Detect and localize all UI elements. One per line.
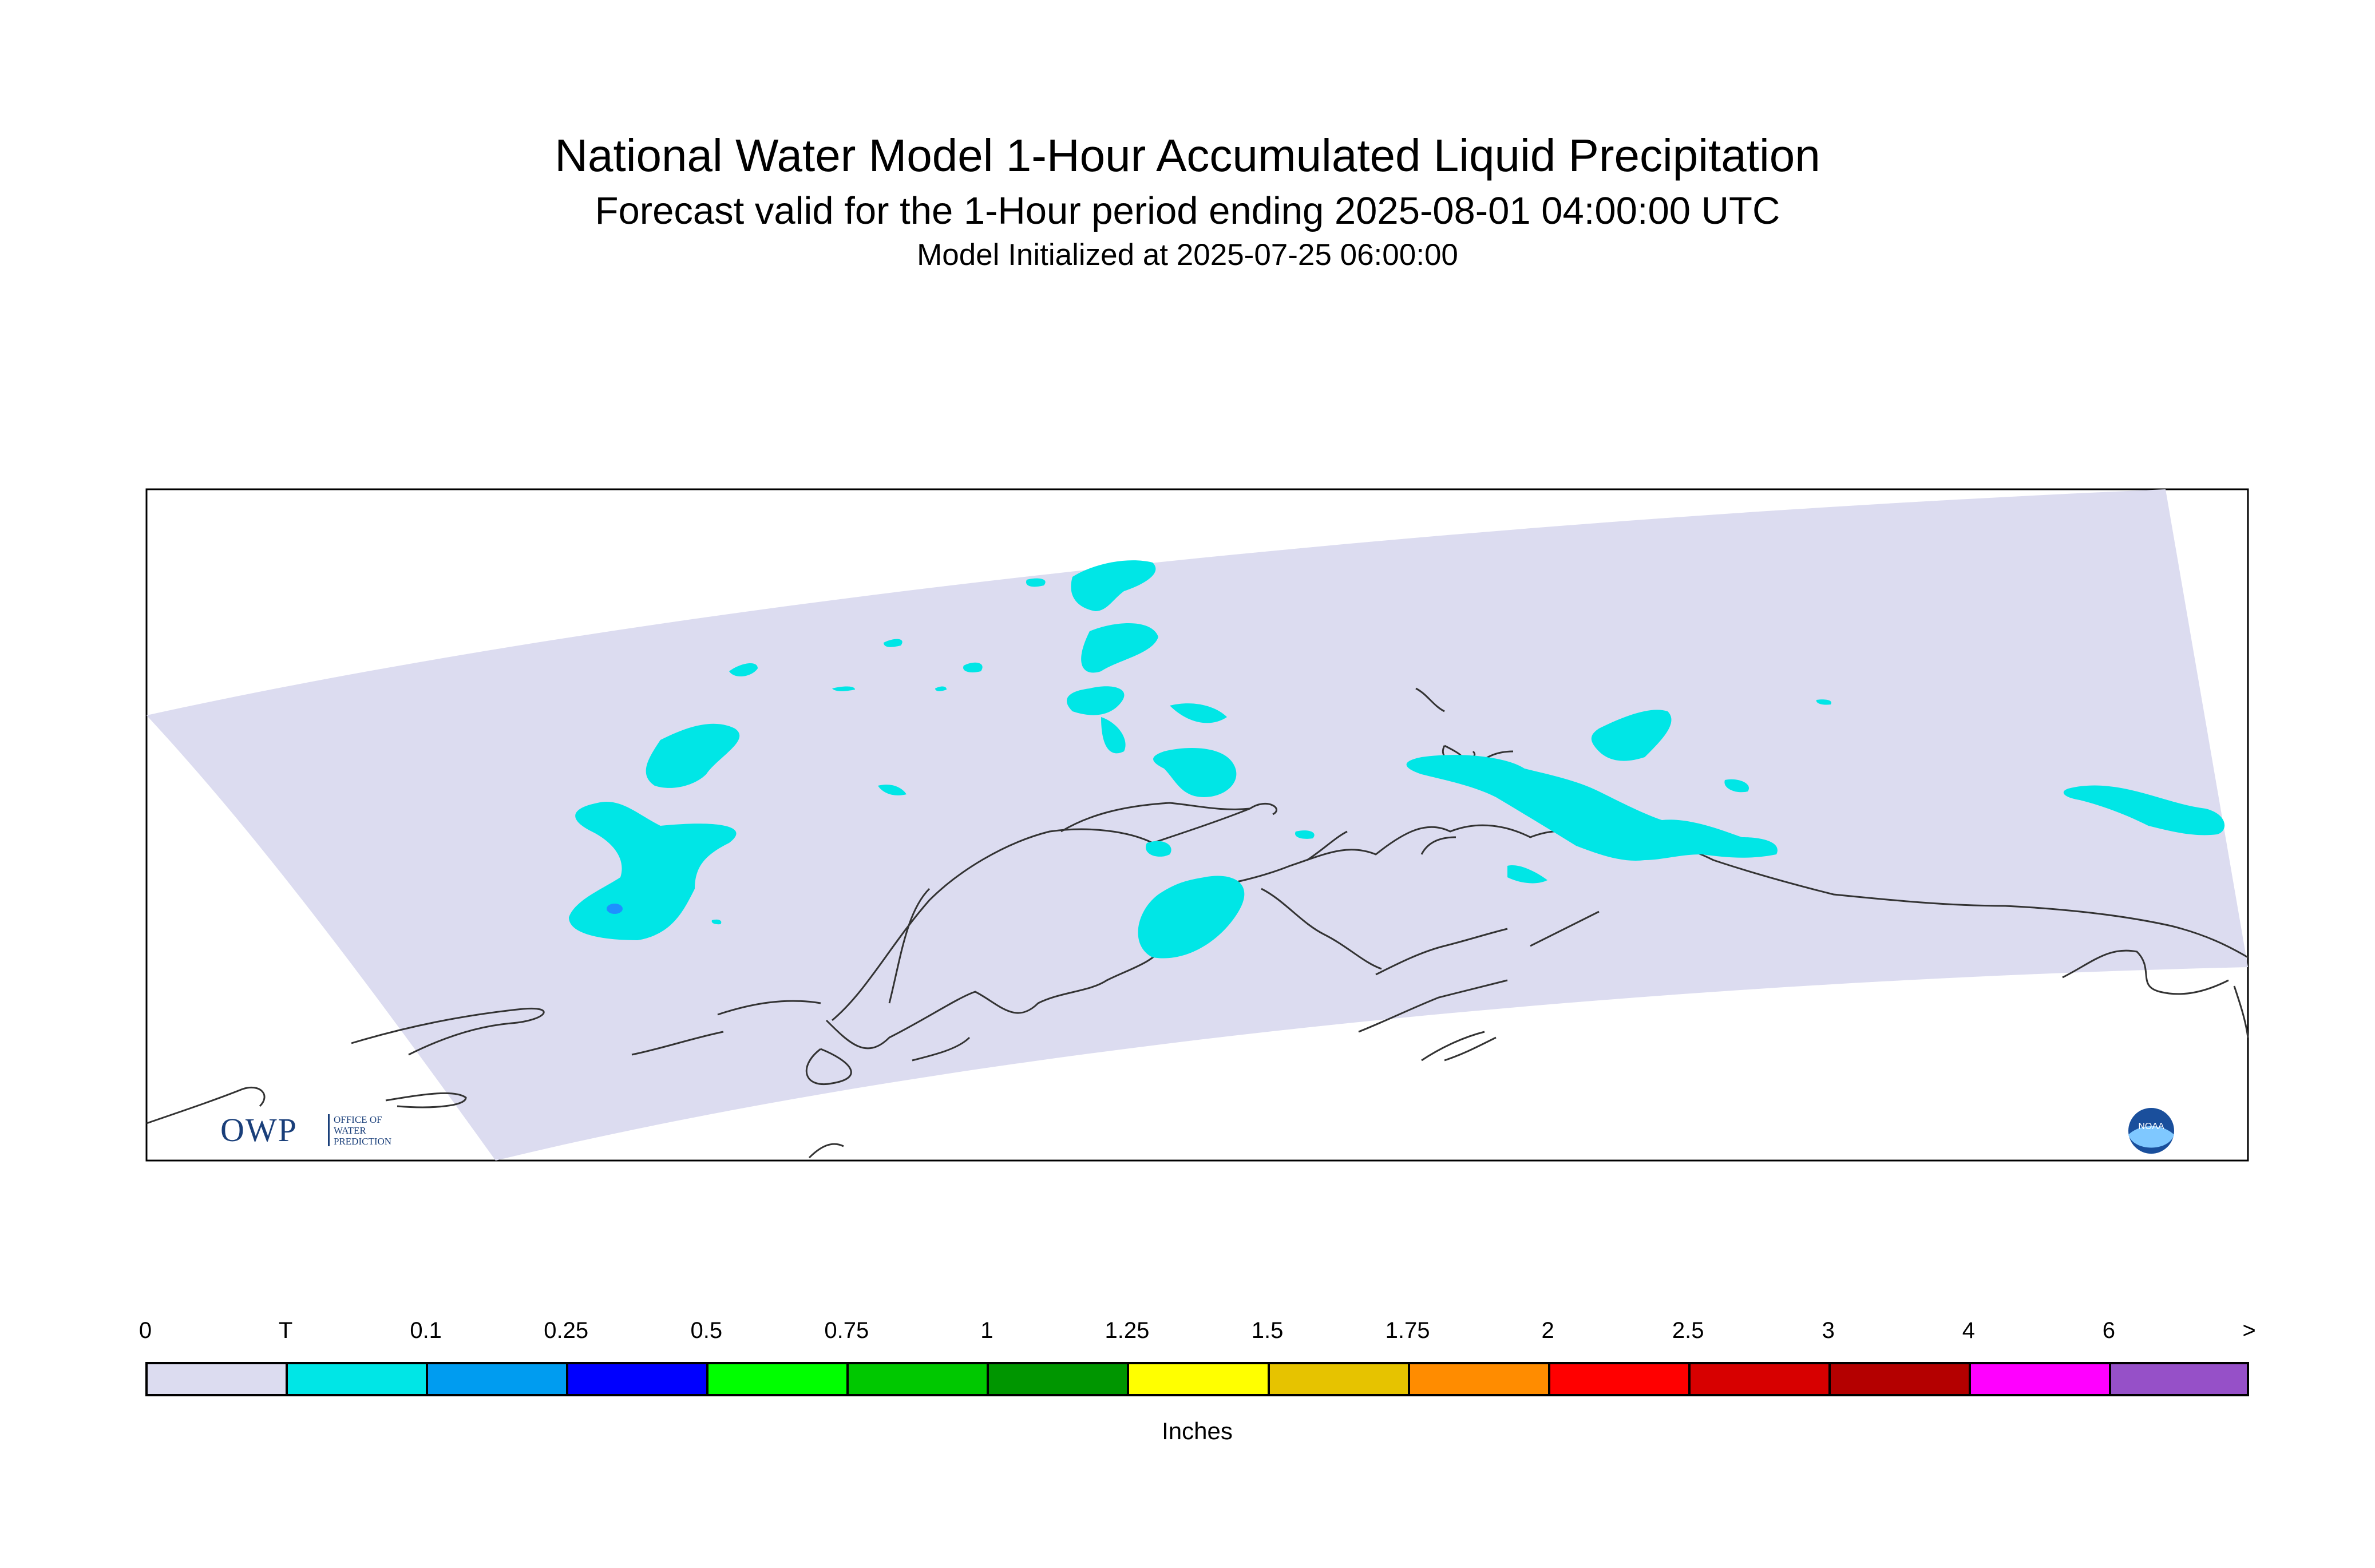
legend-tick-label: 6 (2102, 1318, 2116, 1343)
legend-tick-label: 0.5 (690, 1318, 723, 1343)
legend-swatch (1547, 1362, 1688, 1396)
legend-swatch (1407, 1362, 1548, 1396)
legend-swatch (566, 1362, 707, 1396)
subtitle-text: Forecast valid for the 1-Hour period end… (595, 189, 1780, 232)
owp-logo: OWP OFFICE OF WATER PREDICTION (220, 1113, 438, 1147)
legend-swatch (426, 1362, 567, 1396)
legend-colorbar (145, 1362, 2249, 1396)
legend-tick-label: 0.75 (824, 1318, 869, 1343)
title-text: National Water Model 1-Hour Accumulated … (555, 130, 1820, 181)
legend-tick-label: 1.25 (1105, 1318, 1150, 1343)
owp-line-2: WATER (334, 1125, 366, 1136)
legend-swatch (1267, 1362, 1408, 1396)
owp-line-3: PREDICTION (334, 1136, 392, 1147)
legend-swatch (846, 1362, 987, 1396)
owp-letters: OWP (220, 1111, 298, 1149)
legend-tick-label: 1 (980, 1318, 993, 1343)
precipitation-map: NOAA (145, 488, 2249, 1162)
legend-swatch (2108, 1362, 2249, 1396)
legend-tick-label: T (278, 1318, 293, 1343)
legend-tick-label: 2 (1541, 1318, 1554, 1343)
legend-tick-label: 0.25 (544, 1318, 589, 1343)
legend-tick-label: 2.5 (1672, 1318, 1704, 1343)
coastlines (146, 687, 2249, 1159)
legend-tick-label: 3 (1822, 1318, 1835, 1343)
legend-swatch (1688, 1362, 1828, 1396)
noaa-text: NOAA (2138, 1122, 2164, 1131)
legend-tick-label: 0 (138, 1318, 152, 1343)
legend-tick-label: 0.1 (410, 1318, 442, 1343)
legend-swatch (1828, 1362, 1969, 1396)
legend-tick-label: 1.5 (1251, 1318, 1284, 1343)
legend-tick-label: 4 (1962, 1318, 1975, 1343)
map-canvas: NOAA (145, 488, 2249, 1162)
legend-units: Inches (1162, 1417, 1233, 1444)
legend-swatch (706, 1362, 847, 1396)
legend-swatch (1127, 1362, 1268, 1396)
color-legend: 0 T 0.1 0.25 0.5 0.75 1 1.25 1.5 1.75 2 2.5 3 4 6 > Inc… (139, 1316, 2256, 1454)
legend-tick-label: > (2242, 1318, 2256, 1343)
model-domain (147, 489, 2248, 1161)
legend-swatch (145, 1362, 286, 1396)
owp-line-1: OFFICE OF (334, 1114, 382, 1125)
noaa-logo: NOAA (2126, 1106, 2176, 1156)
legend-swatch (286, 1362, 426, 1396)
owp-divider (328, 1114, 330, 1146)
legend-tick-label: 1.75 (1385, 1318, 1430, 1343)
legend-swatch (1968, 1362, 2109, 1396)
legend-swatch (987, 1362, 1127, 1396)
init-text: Model Initialized at 2025-07-25 06:00:00 (917, 238, 1458, 272)
precip-low-spot (607, 904, 623, 914)
